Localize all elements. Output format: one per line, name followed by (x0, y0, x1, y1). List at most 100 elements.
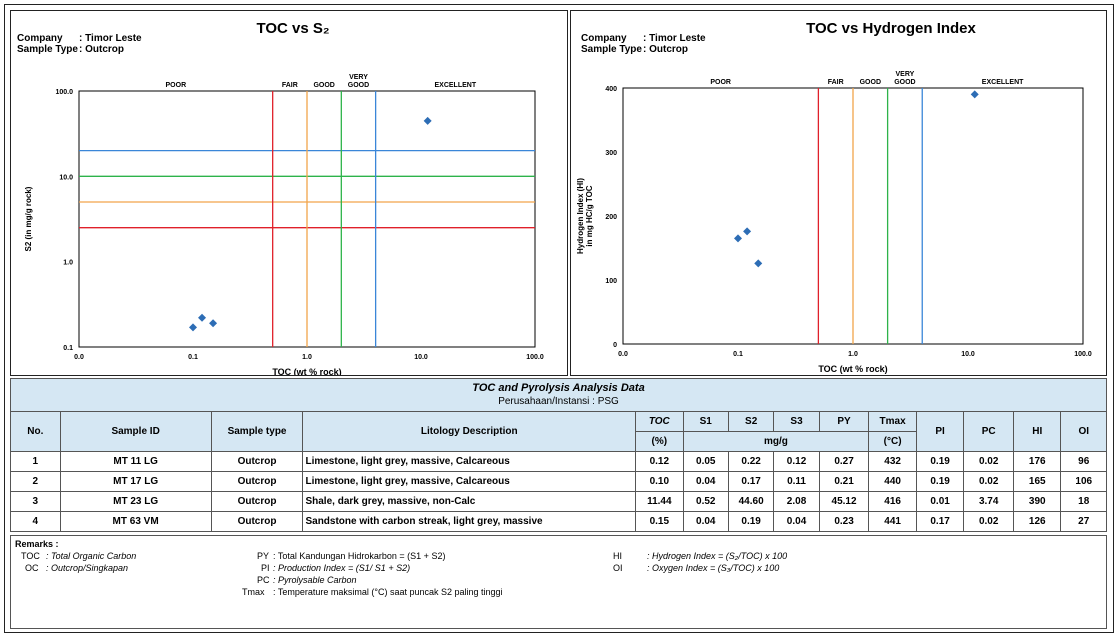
header-hi: HI (1012, 411, 1062, 452)
company-label: Company (17, 33, 63, 44)
category-label: VERY GOOD (894, 71, 915, 86)
table-cell: 432 (868, 451, 917, 472)
table-cell: 3 (10, 491, 61, 512)
table-cell: 165 (1012, 471, 1062, 492)
table-cell: 0.52 (682, 491, 729, 512)
remark-oc-value: : Outcrop/Singkapan (46, 563, 129, 573)
remark-pi-key: PI (261, 563, 270, 573)
x-tick-label: 10.0 (414, 354, 428, 361)
sample-type-value: : Outcrop (643, 44, 688, 55)
table-cell: 4 (10, 511, 61, 532)
table-cell: Shale, dark grey, massive, non-Calc (302, 491, 637, 512)
y-axis-label-group: S2 (in mg/g rock) (24, 186, 33, 251)
table-cell: 0.19 (727, 511, 775, 532)
table-cell: 0.05 (682, 451, 729, 472)
sample-type-value: : Outcrop (79, 44, 124, 55)
remark-oi-key: OI (613, 563, 623, 573)
table-cell: 0.21 (818, 471, 870, 492)
data-point (423, 116, 432, 125)
x-tick-label: 0.1 (188, 354, 198, 361)
header-mgg: mg/g (682, 431, 870, 452)
table-cell: 126 (1012, 511, 1062, 532)
table-cell: 0.04 (682, 471, 729, 492)
table-cell: 18 (1060, 491, 1107, 512)
chart-title: TOC vs S₂ (256, 20, 329, 37)
header-s2: S2 (727, 411, 775, 432)
category-label: EXCELLENT (435, 82, 477, 89)
figure-frame (4, 4, 1114, 633)
y-tick-label: 100.0 (55, 89, 73, 96)
remark-pi-value: : Production Index = (S1/ S1 + S2) (273, 563, 411, 573)
table-cell: 0.17 (915, 511, 965, 532)
remark-oc-key: OC (25, 563, 39, 573)
data-point (209, 319, 218, 328)
chart2-svg: TOC vs Hydrogen Index POOR FAIR GOOD VERY GOO… (576, 20, 1092, 374)
table-cell: 0.19 (915, 471, 965, 492)
category-label: EXCELLENT (982, 79, 1024, 86)
table-body: 1 MT 11 LG Outcrop Limestone, light grey, m… (10, 451, 1107, 532)
table-cell: 0.02 (963, 451, 1014, 472)
table-cell: 0.01 (915, 491, 965, 512)
header-litology: Litology Description (302, 411, 637, 452)
remark-hi-value: : Hydrogen Index = (S₂/TOC) x 100 (647, 551, 788, 561)
table-cell: 11.44 (635, 491, 684, 512)
data-point (970, 90, 979, 99)
y-tick-label: 10.0 (59, 174, 73, 181)
table-cell: 0.04 (773, 511, 820, 532)
x-tick-label: 0.0 (618, 351, 628, 358)
remark-oi-value: : Oxygen Index = (S₃/TOC) x 100 (647, 563, 780, 573)
table-cell: 0.02 (963, 471, 1014, 492)
y-tick-label: 100 (605, 278, 617, 285)
table-cell: 0.10 (635, 471, 684, 492)
remark-toc-value: : Total Organic Carbon (46, 551, 137, 561)
header-pc: PC (963, 411, 1014, 452)
remarks-panel: Remarks : TOC : Total Organic Carbon OC … (10, 535, 1107, 629)
table-cell: 176 (1012, 451, 1062, 472)
category-label: GOOD (313, 82, 334, 89)
data-point (198, 313, 207, 322)
y-tick-label: 300 (605, 150, 617, 157)
chart-toc-vs-s2: Company: Timor Leste Sample Type: Outcro… (10, 10, 568, 376)
table-row: 1 MT 11 LG Outcrop Limestone, light grey, m… (10, 451, 1107, 472)
table-cell: 440 (868, 471, 917, 492)
header-toc-unit: (%) (635, 431, 684, 452)
sample-type-label: Sample Type (581, 44, 642, 55)
table-cell: Outcrop (210, 491, 304, 512)
table-cell: 0.02 (963, 511, 1014, 532)
table-subtitle: Perusahaan/Instansi : PSG (498, 396, 619, 407)
category-label: FAIR (828, 79, 844, 86)
table-cell: Outcrop (210, 471, 304, 492)
table-cell: Outcrop (210, 511, 304, 532)
table-cell: 0.22 (727, 451, 775, 472)
table-cell: 3.74 (963, 491, 1014, 512)
chart-toc-vs-hi: Company: Timor Leste Sample Type: Outcro… (570, 10, 1107, 376)
x-tick-label: 1.0 (302, 354, 312, 361)
category-label: FAIR (282, 82, 298, 89)
remark-py-value: : Total Kandungan Hidrokarbon = (S1 + S2… (273, 551, 446, 561)
header-oi: OI (1060, 411, 1107, 452)
data-point (743, 227, 752, 236)
chart2-meta: Company: Timor Leste Sample Type: Outcro… (581, 33, 706, 55)
x-axis-label: TOC (wt % rock) (818, 364, 887, 374)
header-tmax: Tmax (868, 411, 917, 432)
y-tick-label: 0.1 (63, 345, 73, 352)
x-tick-label: 100.0 (526, 354, 544, 361)
header-py: PY (818, 411, 870, 432)
table-row: 4 MT 63 VM Outcrop Sandstone with carbon st… (10, 511, 1107, 532)
table-cell: 0.12 (773, 451, 820, 472)
y-tick-label: 0 (613, 342, 617, 349)
chart1-svg: TOC vs S₂ POOR FAIR GOOD VERY GOOD EXCELLENT 0.… (24, 20, 544, 375)
header-tmax-unit: (°C) (868, 431, 917, 452)
company-value: : Timor Leste (643, 33, 706, 44)
x-tick-label: 0.1 (733, 351, 743, 358)
x-axis-label: TOC (wt % rock) (272, 367, 341, 375)
table-cell: 2.08 (773, 491, 820, 512)
y-axis-label: S2 (in mg/g rock) (24, 186, 33, 251)
table-cell: 0.11 (773, 471, 820, 492)
table-cell: 0.15 (635, 511, 684, 532)
header-pi: PI (915, 411, 965, 452)
data-point (754, 259, 763, 268)
x-tick-label: 1.0 (848, 351, 858, 358)
remark-tmax-value: : Temperature maksimal (°C) saat puncak … (273, 587, 503, 597)
table-cell: Limestone, light grey, massive, Calcareo… (302, 451, 637, 472)
